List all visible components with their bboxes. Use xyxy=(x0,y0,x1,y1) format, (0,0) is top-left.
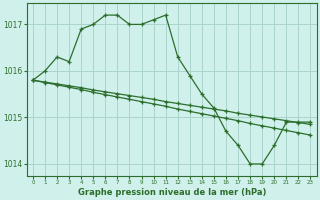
X-axis label: Graphe pression niveau de la mer (hPa): Graphe pression niveau de la mer (hPa) xyxy=(77,188,266,197)
